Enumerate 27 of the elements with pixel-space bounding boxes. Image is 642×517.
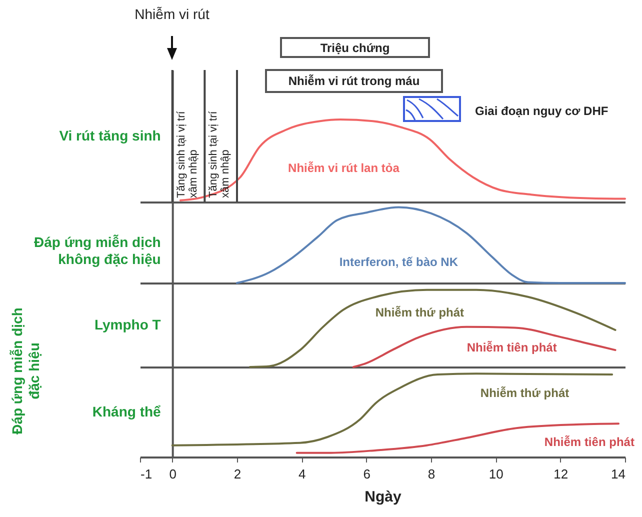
- x-tick-label: -1: [140, 466, 152, 482]
- y-axis-title: Vi rút tăng sinh: [59, 128, 161, 144]
- series-label: Nhiễm tiên phát: [544, 435, 634, 449]
- text: Nhiễm vi rút trong máu: [265, 69, 443, 93]
- y-axis-title: Đáp ứng miễn dịch không đặc hiệu: [34, 234, 161, 267]
- x-axis-title: Ngày: [364, 488, 402, 506]
- y-axis-title: Lympho T: [94, 316, 162, 332]
- series-label: Nhiễm thứ phát: [480, 386, 570, 400]
- ref-line-label: Tăng sinh tại vị trí xâm nhập: [208, 110, 232, 198]
- x-tick-label: 6: [363, 466, 370, 482]
- text: Nhiễm vi rút: [134, 6, 210, 22]
- series-label: Nhiễm thứ phát: [375, 305, 464, 320]
- text: Triệu chứng: [280, 37, 430, 58]
- x-tick-label: 4: [298, 466, 306, 482]
- text: Đáp ứng miễn dịch đặc hiệu: [9, 306, 43, 436]
- x-tick-label: 0: [169, 466, 176, 482]
- x-tick-label: 14: [611, 466, 626, 482]
- text: Giai đoạn nguy cơ DHF: [475, 104, 608, 118]
- ref-line-label: Tăng sinh tại vị trí xâm nhập: [175, 110, 200, 198]
- series-label: Nhiễm tiên phát: [466, 340, 557, 355]
- x-tick-label: 8: [428, 466, 436, 482]
- series-label: Interferon, tế bào NK: [339, 254, 458, 269]
- x-tick-label: 10: [488, 466, 504, 482]
- x-tick-label: 12: [554, 466, 568, 482]
- y-axis-title: Kháng thể: [92, 404, 162, 420]
- text: Nhiễm vi rút lan tỏa: [288, 161, 400, 176]
- x-tick-label: 2: [234, 466, 242, 482]
